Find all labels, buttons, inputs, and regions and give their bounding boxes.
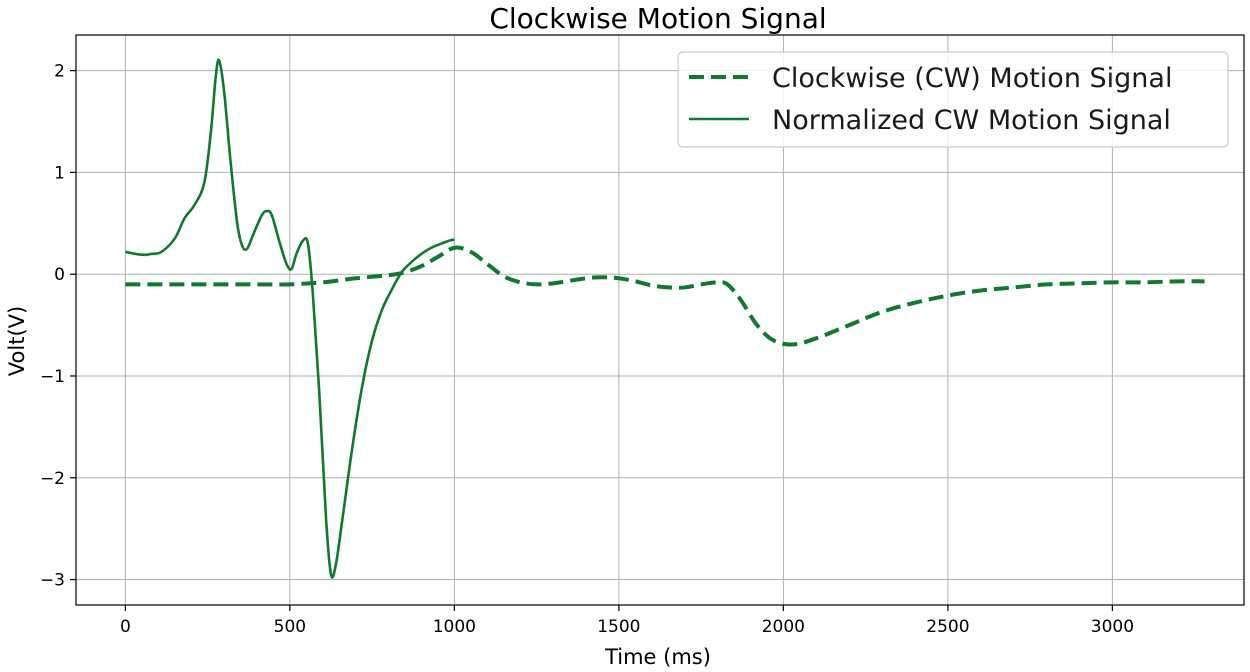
plot-area-frame: [75, 34, 1245, 606]
y-tick-label: −3: [40, 571, 65, 591]
y-tick-label: 0: [54, 265, 65, 285]
x-tick-label: 2000: [762, 617, 805, 637]
x-tick-label: 1000: [433, 617, 476, 637]
series-line-cw-motion: [125, 245, 1205, 347]
series-line-normalized-cw: [125, 58, 455, 579]
legend: Clockwise (CW) Motion Signal Normalized …: [677, 51, 1229, 148]
x-axis-label: Time (ms): [604, 645, 711, 669]
x-tick-label: 3000: [1091, 617, 1134, 637]
y-tick-label: 2: [54, 62, 65, 82]
chart-title: Clockwise Motion Signal: [489, 2, 826, 35]
y-tick-label: −2: [40, 469, 65, 489]
x-tick-label: 0: [120, 617, 131, 637]
y-axis-label: Volt(V): [5, 306, 29, 376]
x-tick-label: 500: [274, 617, 306, 637]
legend-label-cw: Clockwise (CW) Motion Signal: [772, 63, 1172, 94]
axis-ticks: 0 500 1000 1500 2000 2500 3000 2 1 0 −1 −2 −3: [40, 62, 1134, 637]
legend-label-normalized: Normalized CW Motion Signal: [772, 105, 1171, 136]
x-tick-label: 1500: [597, 617, 640, 637]
x-tick-label: 2500: [926, 617, 969, 637]
series-lines: [125, 58, 1205, 579]
y-tick-label: −1: [40, 367, 65, 387]
legend-box: [677, 51, 1229, 148]
y-tick-label: 1: [54, 163, 65, 183]
